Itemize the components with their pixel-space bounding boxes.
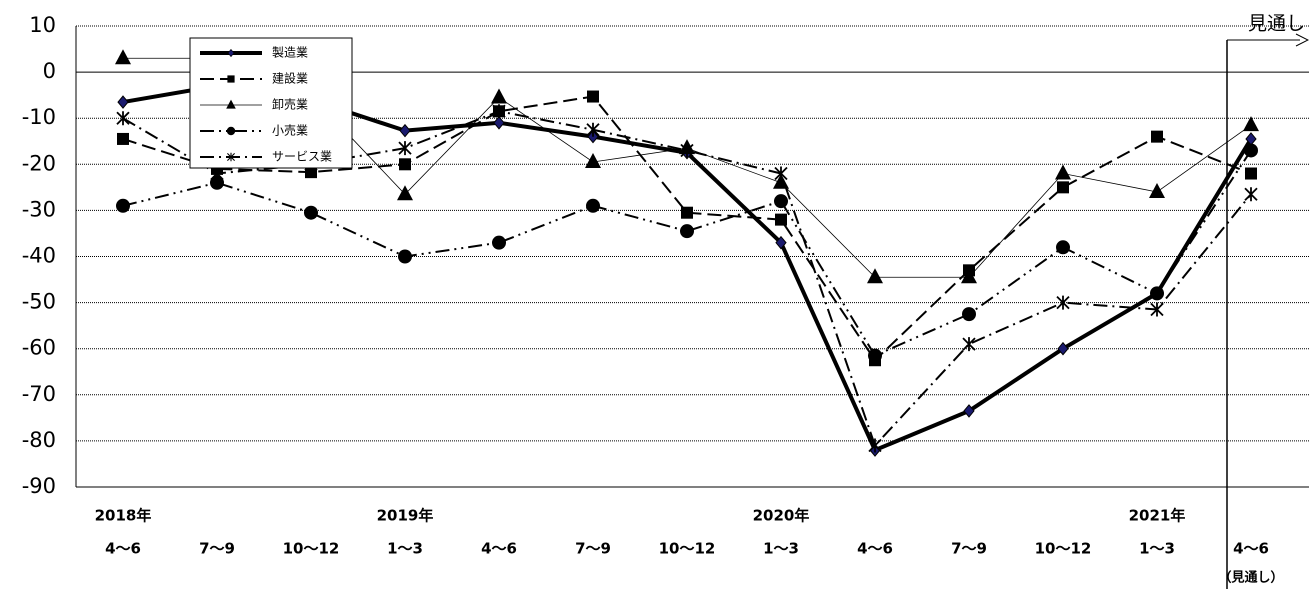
marker [961, 268, 977, 284]
marker [587, 90, 599, 103]
marker [1057, 181, 1069, 194]
y-tick-label: 10 [29, 13, 56, 37]
x-tick-label: 4～6 [857, 540, 893, 558]
marker [1150, 302, 1164, 317]
y-tick-label: -40 [22, 244, 56, 268]
x-tick-label: 1～3 [1139, 540, 1175, 558]
legend-label: 小売業 [272, 123, 308, 138]
marker [680, 143, 694, 158]
x-tick-label: 1～3 [763, 540, 799, 558]
marker [491, 88, 507, 104]
marker [962, 337, 976, 352]
marker [1245, 167, 1257, 180]
marker [210, 166, 224, 181]
marker [399, 123, 411, 138]
y-tick-label: -90 [22, 474, 56, 498]
year-label: 2020年 [753, 507, 810, 525]
marker [398, 249, 412, 264]
marker [868, 438, 882, 453]
marker [867, 268, 883, 284]
forecast-sublabel: （見通し） [1218, 570, 1283, 586]
legend-label: 卸売業 [272, 97, 308, 112]
marker [773, 173, 789, 189]
marker [1150, 286, 1164, 301]
marker [116, 111, 130, 126]
marker [1056, 295, 1070, 310]
marker [1055, 164, 1071, 180]
marker [227, 75, 235, 83]
marker [774, 194, 788, 209]
y-tick-label: -50 [22, 290, 56, 314]
marker [115, 49, 131, 65]
y-tick-label: -70 [22, 382, 56, 406]
legend-label: 建設業 [272, 71, 308, 86]
marker [1056, 240, 1070, 255]
marker [397, 185, 413, 201]
marker [227, 48, 235, 58]
forecast-arrowhead [1295, 33, 1309, 47]
marker [117, 132, 129, 145]
marker [398, 141, 412, 156]
x-tick-label: 7～9 [951, 540, 987, 558]
marker [1151, 130, 1163, 143]
legend-box [189, 37, 353, 169]
marker [492, 235, 506, 250]
y-tick-label: -20 [22, 151, 56, 175]
marker [1057, 341, 1069, 356]
y-tick-label: 0 [43, 59, 56, 83]
marker [226, 126, 236, 136]
x-tick-label: 10～12 [1035, 540, 1092, 558]
year-label: 2019年 [377, 507, 434, 525]
y-tick-label: -10 [22, 105, 56, 129]
marker [1244, 143, 1258, 158]
x-tick-label: 10～12 [283, 540, 340, 558]
marker [304, 205, 318, 220]
marker [680, 224, 694, 239]
marker [399, 158, 411, 171]
marker [1149, 182, 1165, 198]
marker [586, 122, 600, 137]
y-tick-label: -80 [22, 428, 56, 452]
marker [775, 235, 787, 250]
legend-label: サービス業 [272, 150, 332, 164]
y-tick-label: -60 [22, 336, 56, 360]
marker [963, 404, 975, 418]
x-tick-label: 1～3 [387, 540, 423, 558]
series-line [122, 149, 1252, 357]
marker [585, 152, 601, 168]
marker [681, 206, 693, 219]
x-tick-label: 4～6 [1233, 540, 1269, 558]
marker [117, 95, 129, 109]
x-tick-label: 7～9 [575, 540, 611, 558]
x-tick-label: 7～9 [199, 540, 235, 558]
marker [492, 104, 506, 119]
marker [868, 348, 882, 363]
year-label: 2018年 [95, 507, 152, 525]
marker [962, 307, 976, 322]
x-tick-label: 4～6 [481, 540, 517, 558]
y-tick-label: -30 [22, 197, 56, 221]
marker [210, 175, 224, 190]
marker [774, 166, 788, 181]
forecast-label: 見通し [1248, 13, 1305, 35]
marker [305, 166, 317, 179]
x-tick-label: 10～12 [659, 540, 716, 558]
marker [226, 99, 236, 109]
marker [586, 198, 600, 213]
marker [775, 213, 787, 226]
x-tick-label: 4～6 [105, 540, 141, 558]
year-label: 2021年 [1129, 507, 1186, 525]
marker [493, 116, 505, 130]
marker [1243, 116, 1259, 132]
marker [1244, 187, 1258, 202]
marker [116, 198, 130, 213]
marker [227, 152, 235, 162]
legend-label: 製造業 [272, 46, 308, 60]
